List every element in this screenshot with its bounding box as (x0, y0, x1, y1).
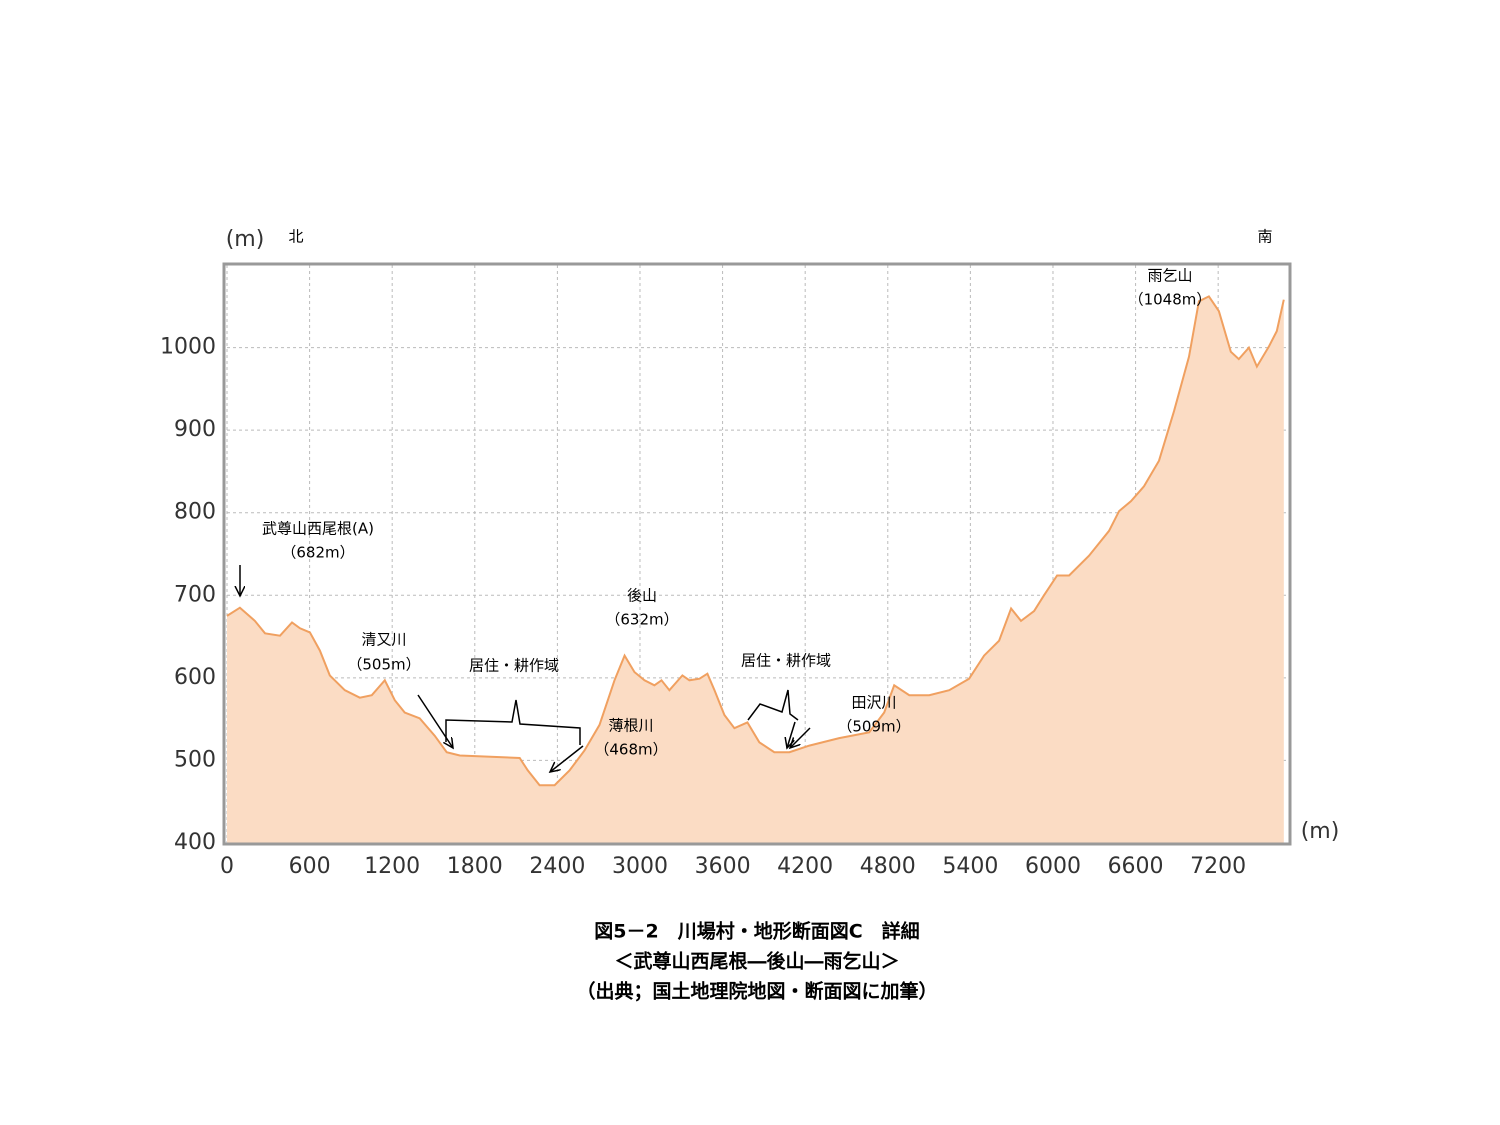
y-tick-label: 500 (174, 747, 216, 772)
y-tick-label: 400 (174, 830, 216, 855)
annotation: （468m） (594, 741, 667, 759)
title: ＜武尊山西尾根―後山―雨乞山＞ (614, 950, 899, 973)
y-tick-label: 700 (174, 582, 216, 607)
area (227, 296, 1284, 843)
x-tick-label: 6600 (1108, 854, 1164, 879)
x-tick-label: 3000 (612, 854, 668, 879)
annotation: （682m） (281, 544, 354, 562)
x-tick-label: 4800 (860, 854, 916, 879)
north-label: 北 (288, 228, 303, 246)
x-tick-label: 3600 (695, 854, 751, 879)
annotation: 武尊山西尾根(A) (262, 520, 374, 538)
annotation: 後山 (627, 587, 657, 605)
x-tick-label: 1800 (447, 854, 503, 879)
annotation: 清又川 (361, 631, 406, 649)
line (226, 295, 1285, 787)
annotation: 田沢川 (851, 694, 896, 712)
annotation: （509m） (837, 718, 910, 736)
annotation-arrows (240, 565, 811, 772)
y-tick-label: 600 (174, 665, 216, 690)
annotation: 居住・耕作域 (741, 652, 831, 670)
y-tick-label: 1000 (160, 335, 216, 360)
x-tick-label: 0 (220, 854, 234, 879)
x-tick-label: 7200 (1190, 854, 1246, 879)
annotation: （632m） (605, 611, 678, 629)
plot-frame (222, 262, 1292, 846)
x-axis-label: (m) (1301, 819, 1340, 844)
x-tick-label: 4200 (777, 854, 833, 879)
x-tick-label: 5400 (942, 854, 998, 879)
y-tick-label: 900 (174, 417, 216, 442)
annotation: 雨乞山 (1147, 267, 1192, 285)
south-label: 南 (1257, 228, 1272, 246)
title: 図5－2 川場村・地形断面図C 詳細 (594, 920, 919, 943)
annotation: 薄根川 (608, 717, 653, 735)
x-tick-label: 600 (289, 854, 331, 879)
x-tick-label: 6000 (1025, 854, 1081, 879)
x-tick-label: 2400 (529, 854, 585, 879)
x-tick-label: 1200 (364, 854, 420, 879)
annotation: （1048m） (1129, 291, 1212, 309)
title: （出典；国土地理院地図・断面図に加筆） (576, 980, 937, 1003)
y-tick-label: 800 (174, 500, 216, 525)
annotation: 居住・耕作域 (469, 657, 559, 675)
y-axis-label: (m) (226, 227, 265, 252)
annotation: （505m） (347, 656, 420, 674)
